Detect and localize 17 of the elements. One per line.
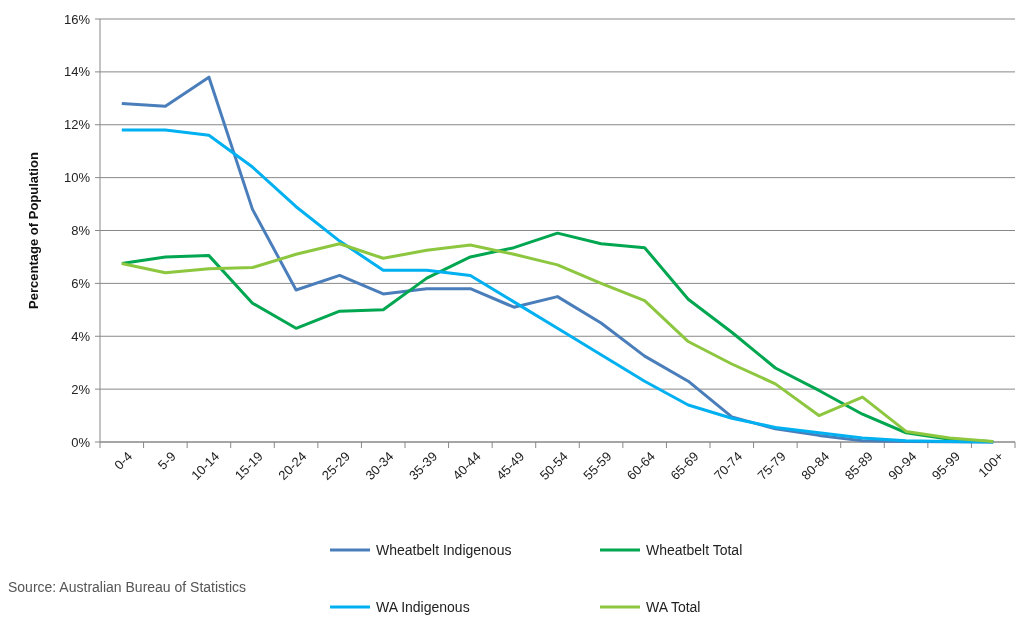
y-tick-label: 6%: [71, 275, 91, 291]
x-tick-label: 0-4: [111, 448, 136, 473]
x-tick-label: 5-9: [154, 448, 179, 473]
y-tick-label: 12%: [63, 117, 91, 133]
y-tick-label: 10%: [63, 170, 91, 186]
y-tick-label: 8%: [71, 223, 91, 239]
legend-label: Wheatbelt Indigenous: [376, 541, 512, 558]
y-tick-label: 2%: [71, 381, 91, 397]
y-tick-label: 4%: [71, 328, 91, 344]
y-axis-title: Percentage of Population: [26, 152, 41, 309]
source-note: Source: Australian Bureau of Statistics: [8, 579, 247, 595]
y-tick-label: 14%: [63, 64, 91, 80]
legend-label: WA Indigenous: [376, 598, 470, 615]
legend-label: Wheatbelt Total: [646, 541, 743, 558]
y-tick-label: 16%: [63, 11, 91, 27]
y-tick-label: 0%: [71, 434, 91, 450]
legend-label: WA Total: [646, 598, 701, 615]
